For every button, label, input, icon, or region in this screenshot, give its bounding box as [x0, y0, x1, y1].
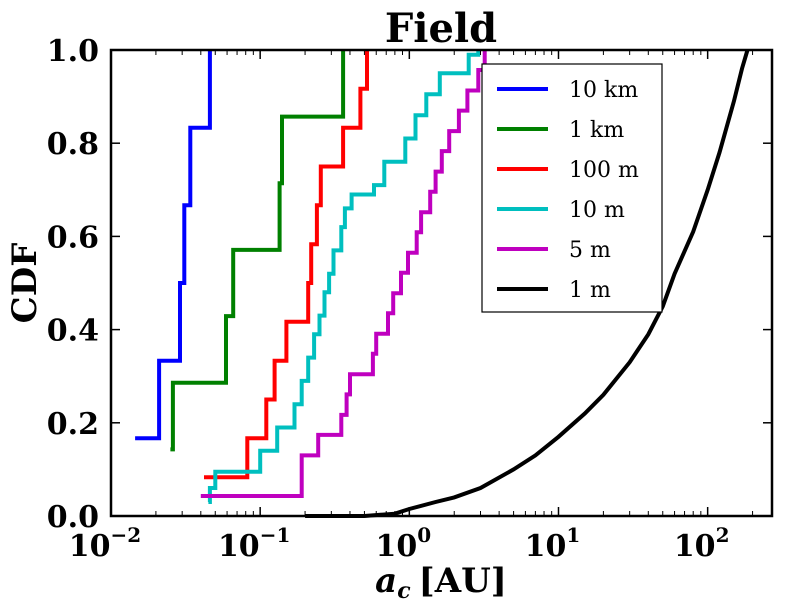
x-tick-label: 101	[525, 523, 581, 564]
x-tick-label: 10−1	[218, 523, 290, 564]
x-tick-base: 10	[375, 529, 417, 564]
y-tick-label: 0.0	[47, 500, 99, 535]
legend-label-0: 10 km	[569, 78, 638, 103]
series-line-4	[200, 50, 487, 498]
y-axis-label: CDF	[5, 243, 45, 324]
x-tick-label: 102	[674, 523, 730, 564]
x-tick-label: 10−2	[69, 523, 141, 564]
x-tick-base: 10	[674, 529, 716, 564]
y-tick-label: 0.8	[47, 127, 99, 162]
legend: 10 km 1 km 100 m 10 m 5 m 1 m	[481, 63, 663, 313]
x-axis-unit: [AU]	[419, 561, 507, 600]
x-axis-subscript: c	[397, 578, 411, 600]
x-tick-label: 100	[375, 523, 431, 564]
y-tick-label: 0.4	[47, 314, 99, 349]
x-tick-exponent: −2	[111, 523, 142, 547]
y-tick-label: 1.0	[47, 34, 99, 69]
legend-label-1: 1 km	[569, 118, 624, 143]
legend-label-3: 10 m	[569, 198, 625, 223]
y-ticks: 0.0 0.2 0.4 0.6 0.8 1.0	[47, 34, 772, 535]
x-tick-exponent: −1	[260, 523, 291, 547]
x-axis-label: ac [AU]	[375, 561, 507, 600]
chart-title: Field	[385, 5, 497, 52]
legend-label-5: 1 m	[569, 278, 611, 303]
x-tick-exponent: 2	[716, 523, 730, 547]
x-axis-symbol: a	[375, 561, 397, 600]
x-tick-base: 10	[525, 529, 567, 564]
legend-label-2: 100 m	[569, 158, 639, 183]
y-tick-label: 0.6	[47, 220, 99, 255]
x-tick-exponent: 0	[417, 523, 431, 547]
plot-lines	[135, 49, 750, 518]
series-line-2	[204, 50, 369, 480]
plot-frame	[109, 48, 774, 518]
legend-label-4: 5 m	[569, 238, 611, 263]
x-tick-base: 10	[69, 529, 111, 564]
legend-box	[481, 63, 663, 313]
series-line-1	[170, 50, 346, 452]
series-line-3	[207, 50, 481, 504]
x-tick-exponent: 1	[566, 523, 580, 547]
series-line-0	[135, 50, 212, 441]
x-ticks: 10−2 10−1 100 101 102	[69, 50, 754, 564]
y-tick-label: 0.2	[47, 407, 99, 442]
x-tick-base: 10	[218, 529, 260, 564]
series-line-5	[305, 49, 750, 518]
